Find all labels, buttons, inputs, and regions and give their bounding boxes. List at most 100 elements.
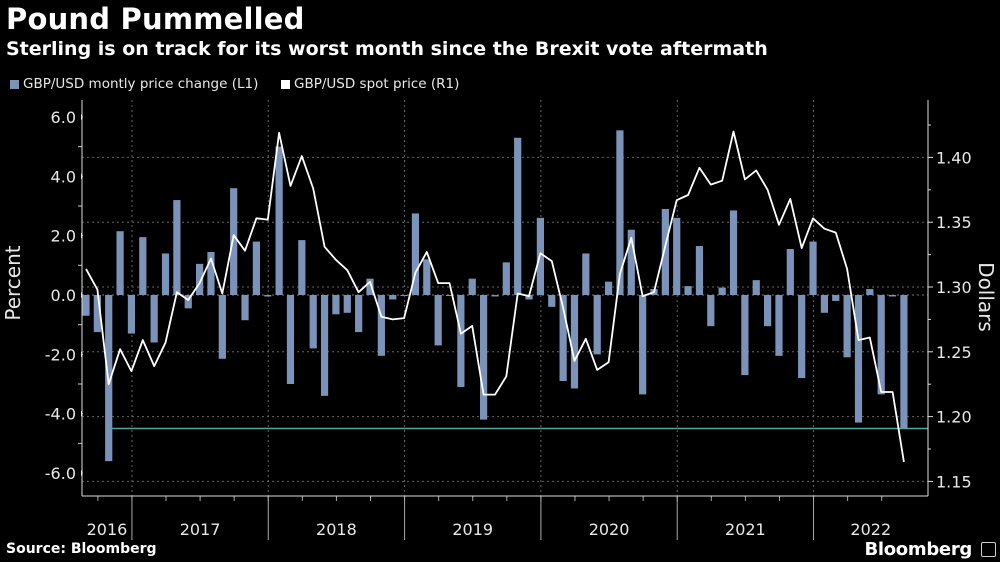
bar-price-change [332, 295, 340, 315]
x-axis-year-label: 2020 [589, 520, 630, 539]
bar-price-change [468, 278, 476, 295]
bar-price-change [661, 208, 669, 295]
chart-subtitle: Sterling is on track for its worst month… [6, 38, 768, 60]
bar-price-change [377, 295, 385, 356]
left-axis-tick-label: -4.0 [45, 405, 76, 424]
chart-title: Pound Pummelled [6, 2, 305, 36]
bar-price-change [355, 295, 363, 333]
left-axis-title: Percent [1, 245, 25, 320]
left-axis-tick-label: -2.0 [45, 345, 76, 364]
bar-price-change [514, 137, 522, 295]
bar-price-change [843, 295, 851, 358]
left-axis-tick-label: 2.0 [51, 227, 76, 246]
x-axis-year-label: 2016 [87, 520, 128, 539]
bar-price-change [241, 295, 249, 321]
left-axis-tick-label: 4.0 [51, 167, 76, 186]
bar-price-change [139, 237, 147, 295]
bar-price-change [673, 217, 681, 295]
bar-price-change [264, 295, 272, 297]
right-axis-tick-label: 1.25 [936, 343, 972, 362]
bar-price-change [298, 240, 306, 295]
line-spot-price [85, 130, 905, 463]
bar-price-change [196, 263, 204, 295]
x-axis-year-label: 2021 [725, 520, 766, 539]
legend-item-spot-price: GBP/USD spot price (R1) [281, 76, 459, 92]
bar-price-change [582, 253, 590, 295]
bar-price-change [616, 130, 624, 295]
bar-price-change [434, 295, 442, 346]
bar-price-change [786, 249, 794, 295]
bar-price-change [639, 295, 647, 395]
x-axis-year-label: 2018 [316, 520, 357, 539]
left-axis-tick-label: 0.0 [51, 286, 76, 305]
bar-price-change [741, 295, 749, 376]
bar-price-change [502, 262, 510, 295]
bar-price-change [707, 295, 715, 327]
bar-price-change [309, 295, 317, 349]
bar-price-change [173, 200, 181, 295]
left-axis-tick-label: -6.0 [45, 464, 76, 483]
right-axis-tick-label: 1.20 [936, 408, 972, 427]
right-axis-tick-label: 1.40 [936, 148, 972, 167]
bar-price-change [820, 295, 828, 313]
bar-price-change [457, 295, 465, 387]
bar-price-change [286, 295, 295, 385]
bar-price-change [854, 295, 863, 423]
bar-price-change [366, 278, 374, 295]
right-axis-title: Dollars [974, 262, 998, 332]
bar-price-change [752, 280, 760, 295]
right-axis-tick-label: 1.35 [936, 213, 972, 232]
bar-price-change [82, 295, 90, 316]
bar-price-change [866, 289, 874, 295]
bar-price-change [877, 295, 885, 395]
right-axis-tick-label: 1.15 [936, 472, 972, 491]
bar-price-change [695, 246, 704, 295]
bar-price-change [775, 295, 783, 356]
bar-price-change [184, 295, 192, 309]
right-axis-tick-label: 1.30 [936, 278, 972, 297]
x-axis-year-label: 2017 [180, 520, 221, 539]
bar-price-change [445, 295, 454, 296]
bar-price-change [627, 229, 635, 295]
bar-price-change [593, 295, 601, 355]
bar-price-change [252, 241, 260, 295]
bar-price-change [230, 188, 238, 295]
bar-price-change [832, 295, 840, 301]
bar-price-change [207, 251, 215, 295]
bar-price-change [93, 295, 101, 333]
bar-price-change [161, 253, 170, 295]
bar-price-change [684, 286, 692, 295]
bar-price-change [764, 295, 772, 327]
bar-price-change [127, 295, 136, 334]
bar-price-change [888, 295, 897, 297]
bar-price-change [525, 295, 533, 300]
bar-price-change [900, 295, 908, 429]
legend-swatch-bars [10, 79, 19, 89]
x-axis-year-label: 2022 [850, 520, 891, 539]
bar-price-change [729, 210, 738, 295]
bar-price-change [809, 241, 817, 295]
bloomberg-logo: Bloomberg [864, 539, 972, 560]
bar-price-change [218, 295, 226, 359]
bar-price-change [559, 295, 567, 382]
bar-price-change [570, 295, 579, 389]
bar-price-change [480, 295, 488, 420]
legend-swatch-line [281, 79, 290, 89]
bar-price-change [718, 287, 726, 295]
chart-icon [981, 542, 996, 557]
bar-price-change [389, 295, 397, 300]
bar-price-change [411, 213, 420, 295]
bar-price-change [116, 231, 124, 295]
bar-price-change [275, 146, 283, 295]
bar-price-change [548, 295, 556, 307]
bar-price-change [400, 295, 408, 296]
legend-label: GBP/USD montly price change (L1) [23, 76, 259, 92]
legend-item-price-change: GBP/USD montly price change (L1) [10, 76, 258, 92]
bar-price-change [491, 295, 499, 297]
legend-label: GBP/USD spot price (R1) [294, 76, 460, 92]
bar-price-change [423, 259, 431, 295]
bar-price-change [320, 295, 329, 396]
bar-price-change [604, 281, 613, 295]
bar-price-change [343, 295, 351, 313]
